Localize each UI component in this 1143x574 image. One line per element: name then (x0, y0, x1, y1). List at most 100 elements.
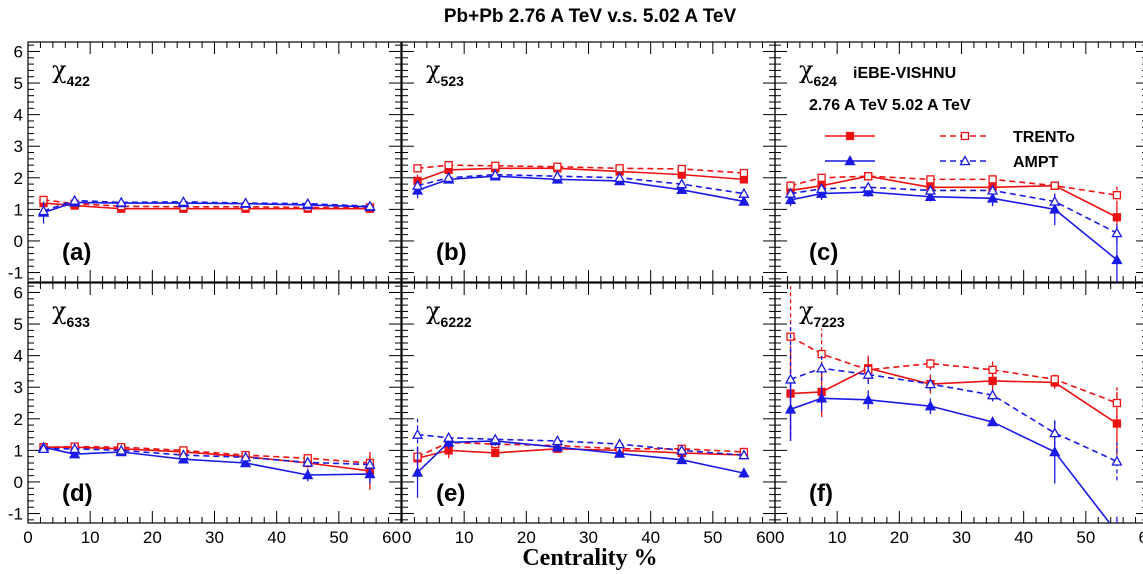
data-point (676, 454, 688, 465)
series-line (790, 367, 1118, 425)
data-point (364, 458, 376, 469)
data-point (1112, 191, 1122, 200)
panel-label: (c) (809, 239, 838, 266)
panel-data (411, 418, 750, 498)
data-point (302, 469, 314, 480)
data-point (553, 162, 562, 171)
data-point (489, 168, 501, 179)
data-point (551, 435, 564, 446)
x-tick-label: 40 (1014, 528, 1033, 547)
series-ampt-502 (37, 194, 376, 218)
data-point (738, 187, 750, 198)
y-tick-label: 0 (14, 473, 23, 492)
panel-a: -1 0 1 2 3 4 5 6 χ422 (a) (8, 41, 402, 283)
panel-f: 0 10 20 30 40 50 60 χ7223 (f) (774, 282, 1143, 547)
panel-label: (b) (436, 239, 467, 266)
series-ampt-502 (411, 168, 750, 198)
legend-marker (845, 131, 855, 141)
legend-model: iEBE-VISHNU (853, 65, 956, 82)
x-tick-label: 60 (382, 528, 401, 547)
y-tick-label: 5 (14, 315, 23, 334)
data-point (862, 186, 874, 197)
chi-label: χ624 (799, 56, 837, 89)
data-point (443, 171, 455, 183)
data-point (239, 451, 252, 462)
chi-label: χ633 (52, 297, 90, 330)
y-tick-label: 6 (14, 283, 23, 302)
data-point (1049, 427, 1061, 438)
data-point (676, 444, 688, 455)
y-tick-label: 2 (14, 169, 23, 188)
series-ampt-502 (784, 181, 1123, 243)
data-point (1112, 213, 1122, 222)
legend-marker (959, 155, 971, 166)
data-point (491, 161, 500, 170)
data-point (37, 205, 50, 216)
data-point (986, 416, 999, 427)
series-line (790, 191, 1118, 261)
y-tick-label: 0 (14, 232, 23, 251)
x-tick-label: 60 (756, 528, 775, 547)
data-point (739, 168, 749, 178)
y-tick-label: 4 (14, 106, 23, 125)
data-point (924, 190, 937, 201)
data-point (37, 442, 50, 454)
data-point (364, 468, 376, 479)
x-tick-label: 60 (1139, 528, 1143, 547)
legend: iEBE-VISHNU 2.76 A TeV 5.02 A TeV TRENTo AM… (809, 65, 1075, 171)
data-point (177, 195, 190, 207)
data-point (613, 438, 626, 449)
series-line (43, 447, 370, 466)
series-line (43, 446, 371, 472)
panel-label: (a) (62, 239, 91, 266)
x-axis-label: Centrality % (522, 545, 657, 571)
data-point (738, 467, 750, 478)
data-point (411, 428, 424, 439)
series-ampt-502 (37, 442, 376, 471)
series-line (417, 167, 744, 182)
series-ampt-502 (411, 418, 750, 460)
panel-grid: -10123456χ422(a)χ523(b)χ624(c)iEBE-VISHN… (8, 41, 1143, 547)
x-tick-label: 50 (1076, 528, 1095, 547)
x-tick-label: 50 (703, 528, 722, 547)
x-tick-label: 40 (641, 528, 660, 547)
x-tick-label: 20 (890, 528, 909, 547)
data-point (676, 178, 688, 189)
chi-label: χ6222 (426, 297, 472, 330)
series-trento-502 (786, 172, 1122, 205)
data-point (115, 196, 127, 207)
data-point (1112, 528, 1121, 536)
series-line (790, 186, 1118, 234)
data-point (676, 183, 688, 195)
y-tick-label: 6 (14, 42, 23, 61)
panel-e: 0 10 20 30 40 50 60 χ6222 (e) (401, 282, 776, 547)
data-point (302, 456, 314, 467)
data-point (443, 431, 455, 442)
x-tick-label: 0 (775, 528, 784, 547)
x-tick-label: 50 (329, 528, 348, 547)
data-point (924, 184, 937, 195)
data-point (816, 392, 828, 403)
x-tick-label: 20 (517, 528, 536, 547)
panel-b: χ523 (b) (401, 41, 776, 283)
chi-label: χ422 (52, 56, 90, 89)
legend-energies: 2.76 A TeV 5.02 A TeV (809, 97, 971, 114)
data-point (862, 368, 874, 379)
data-point (489, 433, 501, 444)
x-tick-label: 20 (143, 528, 162, 547)
data-point (784, 373, 797, 384)
data-point (816, 362, 828, 373)
data-point (444, 161, 453, 170)
series-line (790, 335, 1118, 404)
panel-data (37, 441, 376, 490)
data-point (738, 195, 750, 206)
data-point (239, 197, 252, 208)
series-ampt-276 (784, 186, 1123, 282)
x-tick-label: 0 (23, 528, 32, 547)
data-point (1111, 455, 1123, 466)
data-point (115, 444, 127, 455)
x-tick-label: 10 (455, 528, 474, 547)
data-point (924, 378, 937, 389)
data-point (551, 170, 564, 181)
